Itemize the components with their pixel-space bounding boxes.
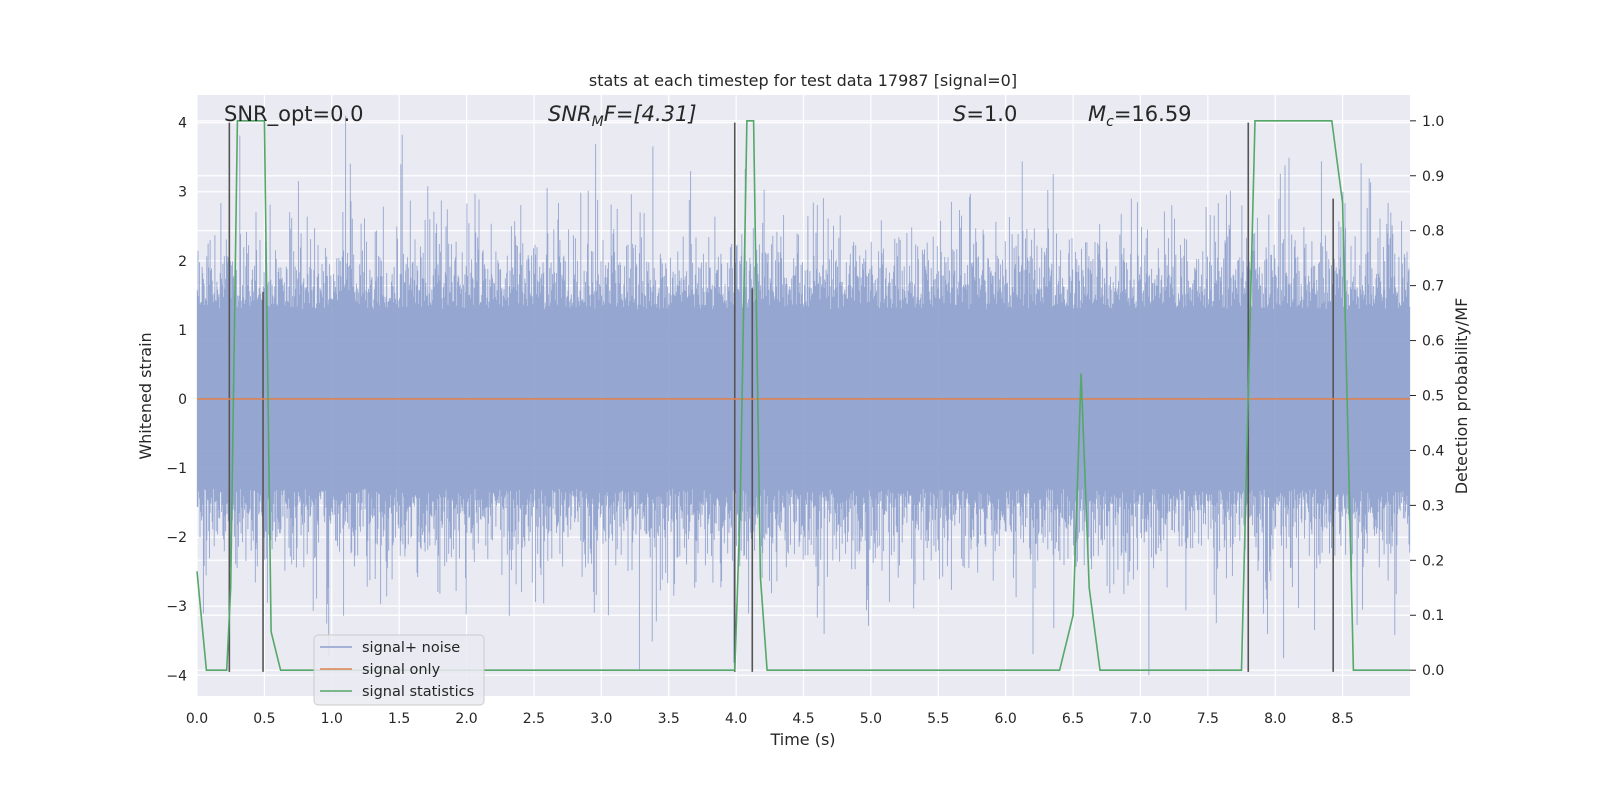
chart-title: stats at each timestep for test data 179… <box>589 71 1017 90</box>
y2-tick-label: 0.8 <box>1422 224 1444 240</box>
y2-tick-label: 0.2 <box>1422 553 1444 569</box>
x-axis-label: Time (s) <box>769 730 835 749</box>
y-axis-label: Whitened strain <box>136 332 155 459</box>
annotation-snr-mf: SNRMF=[4.31] <box>548 102 697 130</box>
y-tick-label: 1 <box>178 323 187 339</box>
y2-tick-label: 0.4 <box>1422 443 1444 459</box>
series-signal-statistics <box>196 120 1410 672</box>
y2-tick-label: 0.3 <box>1422 498 1444 514</box>
y-tick-label: 2 <box>178 254 187 270</box>
x-tick-label: 8.0 <box>1264 711 1286 727</box>
annotation-mc: Mc=16.59 <box>1088 102 1192 130</box>
x-tick-label: 1.0 <box>321 711 343 727</box>
y-tick-label: 4 <box>178 116 187 132</box>
y-tick-label: 0 <box>178 392 187 408</box>
legend-label-signal-plus-noise: signal+ noise <box>362 640 460 656</box>
x-tick-label: 6.5 <box>1062 711 1084 727</box>
y2-tick-label: 1.0 <box>1422 114 1444 130</box>
annotation-s: S=1.0 <box>953 102 1017 126</box>
y2-tick-label: 0.6 <box>1422 334 1444 350</box>
x-tick-label: 4.0 <box>725 711 747 727</box>
x-tick-label: 0.5 <box>253 711 275 727</box>
legend-box <box>313 634 485 706</box>
vertical-markers <box>228 122 1334 672</box>
annotation-snr-opt: SNR_opt=0.0 <box>224 102 364 127</box>
x-tick-label: 3.5 <box>658 711 680 727</box>
legend-label-signal-only: signal only <box>362 662 441 678</box>
y-tick-label: −1 <box>166 461 187 477</box>
x-tick-label: 0.0 <box>186 711 208 727</box>
x-tick-label: 8.5 <box>1331 711 1353 727</box>
x-tick-label: 6.0 <box>995 711 1017 727</box>
x-tick-label: 1.5 <box>388 711 410 727</box>
x-tick-label: 2.0 <box>455 711 477 727</box>
x-tick-label: 7.0 <box>1129 711 1151 727</box>
y-tick-label: −2 <box>166 530 187 546</box>
y2-tick-label: 0.7 <box>1422 279 1444 295</box>
y-tick-labels: 4 3 2 1 0 −1 −2 −3 −4 <box>166 116 187 685</box>
x-tick-label: 2.5 <box>523 711 545 727</box>
x-tick-label: 3.0 <box>590 711 612 727</box>
x-tick-label: 7.5 <box>1197 711 1219 727</box>
x-tick-labels: 0.0 0.5 1.0 1.5 2.0 2.5 3.0 3.5 4.0 4.5 5.0 5.5 6.0 6… <box>186 711 1354 727</box>
y-tick-label: −3 <box>166 599 187 615</box>
y2-tick-labels: 1.0 0.9 0.8 0.7 0.6 0.5 0.4 0.3 0.2 0.1 0.0 <box>1410 114 1444 679</box>
x-tick-label: 4.5 <box>792 711 814 727</box>
legend: signal+ noise signal only signal statist… <box>313 634 485 706</box>
x-tick-label: 5.5 <box>927 711 949 727</box>
y2-tick-label: 0.9 <box>1422 169 1444 185</box>
y-tick-label: 3 <box>178 185 187 201</box>
legend-label-signal-statistics: signal statistics <box>362 684 474 700</box>
y2-tick-label: 0.0 <box>1422 663 1444 679</box>
y2-axis-label: Detection probability/MF <box>1452 298 1471 495</box>
x-tick-label: 5.0 <box>860 711 882 727</box>
y2-tick-label: 0.5 <box>1422 389 1444 405</box>
y-tick-label: −4 <box>166 668 187 684</box>
y2-tick-label: 0.1 <box>1422 608 1444 624</box>
